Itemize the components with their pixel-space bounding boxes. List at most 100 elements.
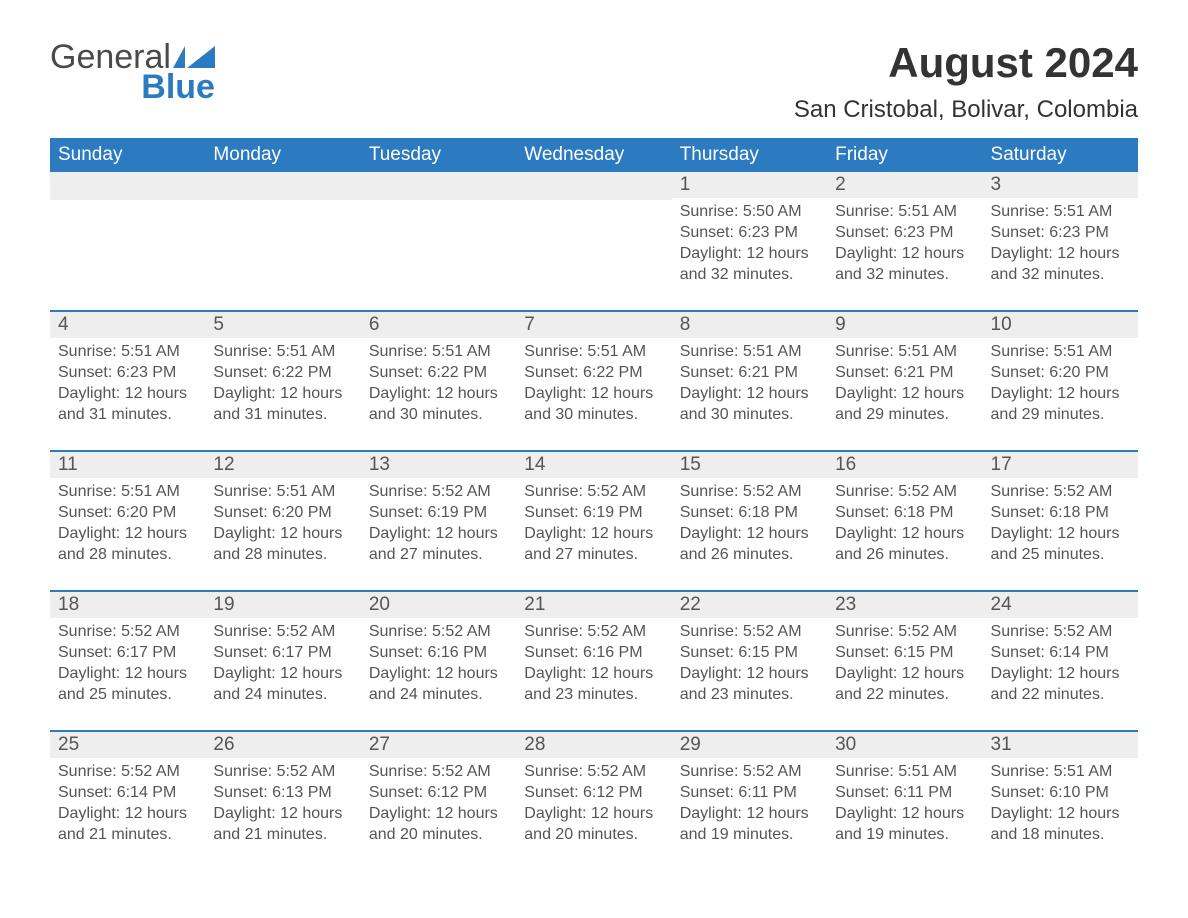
day-body: Sunrise: 5:51 AMSunset: 6:22 PMDaylight:… — [361, 338, 516, 425]
day-body: Sunrise: 5:52 AMSunset: 6:16 PMDaylight:… — [361, 618, 516, 705]
day-sunrise: Sunrise: 5:50 AM — [680, 202, 819, 223]
day-body: Sunrise: 5:52 AMSunset: 6:17 PMDaylight:… — [50, 618, 205, 705]
day-daylight1: Daylight: 12 hours — [680, 384, 819, 405]
month-title: August 2024 — [794, 40, 1138, 86]
day-number — [50, 172, 205, 200]
calendar-week: 11Sunrise: 5:51 AMSunset: 6:20 PMDayligh… — [50, 450, 1138, 572]
day-daylight1: Daylight: 12 hours — [524, 664, 663, 685]
weekday-monday: Monday — [205, 138, 360, 172]
day-daylight2: and 21 minutes. — [58, 825, 197, 846]
calendar-day: 20Sunrise: 5:52 AMSunset: 6:16 PMDayligh… — [361, 592, 516, 712]
day-daylight1: Daylight: 12 hours — [524, 524, 663, 545]
calendar-day: 27Sunrise: 5:52 AMSunset: 6:12 PMDayligh… — [361, 732, 516, 852]
calendar-day: 10Sunrise: 5:51 AMSunset: 6:20 PMDayligh… — [983, 312, 1138, 432]
calendar-week: 1Sunrise: 5:50 AMSunset: 6:23 PMDaylight… — [50, 172, 1138, 292]
weekday-wednesday: Wednesday — [516, 138, 671, 172]
calendar-day: 12Sunrise: 5:51 AMSunset: 6:20 PMDayligh… — [205, 452, 360, 572]
calendar-day: 16Sunrise: 5:52 AMSunset: 6:18 PMDayligh… — [827, 452, 982, 572]
day-number-text: 25 — [58, 734, 79, 755]
day-sunset: Sunset: 6:14 PM — [991, 643, 1130, 664]
day-number-text: 12 — [213, 454, 234, 475]
day-number: 23 — [827, 592, 982, 618]
day-number: 21 — [516, 592, 671, 618]
day-number-text: 26 — [213, 734, 234, 755]
day-sunrise: Sunrise: 5:52 AM — [524, 762, 663, 783]
day-body: Sunrise: 5:52 AMSunset: 6:15 PMDaylight:… — [672, 618, 827, 705]
day-body: Sunrise: 5:52 AMSunset: 6:18 PMDaylight:… — [827, 478, 982, 565]
day-sunset: Sunset: 6:21 PM — [835, 363, 974, 384]
calendar-day: 9Sunrise: 5:51 AMSunset: 6:21 PMDaylight… — [827, 312, 982, 432]
calendar-day — [50, 172, 205, 292]
location: San Cristobal, Bolivar, Colombia — [794, 96, 1138, 124]
day-sunset: Sunset: 6:22 PM — [369, 363, 508, 384]
day-body: Sunrise: 5:51 AMSunset: 6:23 PMDaylight:… — [983, 198, 1138, 285]
day-sunrise: Sunrise: 5:51 AM — [213, 482, 352, 503]
day-sunset: Sunset: 6:16 PM — [524, 643, 663, 664]
day-daylight2: and 25 minutes. — [991, 545, 1130, 566]
day-number — [361, 172, 516, 200]
day-sunrise: Sunrise: 5:52 AM — [369, 622, 508, 643]
day-daylight2: and 32 minutes. — [835, 265, 974, 286]
day-number: 17 — [983, 452, 1138, 478]
day-number: 8 — [672, 312, 827, 338]
day-sunset: Sunset: 6:16 PM — [369, 643, 508, 664]
day-daylight2: and 23 minutes. — [524, 685, 663, 706]
calendar-day: 8Sunrise: 5:51 AMSunset: 6:21 PMDaylight… — [672, 312, 827, 432]
day-sunrise: Sunrise: 5:52 AM — [369, 482, 508, 503]
day-daylight2: and 32 minutes. — [680, 265, 819, 286]
day-sunset: Sunset: 6:18 PM — [991, 503, 1130, 524]
day-daylight1: Daylight: 12 hours — [991, 244, 1130, 265]
day-number: 20 — [361, 592, 516, 618]
day-number: 9 — [827, 312, 982, 338]
day-sunrise: Sunrise: 5:51 AM — [58, 482, 197, 503]
day-daylight1: Daylight: 12 hours — [524, 804, 663, 825]
day-sunset: Sunset: 6:20 PM — [213, 503, 352, 524]
day-sunrise: Sunrise: 5:51 AM — [991, 342, 1130, 363]
day-number-text: 4 — [58, 314, 69, 335]
day-sunrise: Sunrise: 5:52 AM — [680, 482, 819, 503]
calendar-day: 13Sunrise: 5:52 AMSunset: 6:19 PMDayligh… — [361, 452, 516, 572]
day-daylight2: and 23 minutes. — [680, 685, 819, 706]
day-sunset: Sunset: 6:14 PM — [58, 783, 197, 804]
day-number-text: 30 — [835, 734, 856, 755]
day-body: Sunrise: 5:51 AMSunset: 6:22 PMDaylight:… — [205, 338, 360, 425]
weekday-friday: Friday — [827, 138, 982, 172]
calendar-day: 25 Sunrise: 5:52 AMSunset: 6:14 PMDayligh… — [50, 732, 205, 852]
day-daylight2: and 26 minutes. — [680, 545, 819, 566]
day-daylight1: Daylight: 12 hours — [58, 384, 197, 405]
day-sunrise: Sunrise: 5:51 AM — [524, 342, 663, 363]
day-number: 27 — [361, 732, 516, 758]
calendar: Sunday Monday Tuesday Wednesday Thursday… — [50, 138, 1138, 852]
calendar-day: 24Sunrise: 5:52 AMSunset: 6:14 PMDayligh… — [983, 592, 1138, 712]
weekday-header-row: Sunday Monday Tuesday Wednesday Thursday… — [50, 138, 1138, 172]
day-number: 3 — [983, 172, 1138, 198]
day-daylight1: Daylight: 12 hours — [835, 664, 974, 685]
day-daylight1: Daylight: 12 hours — [991, 804, 1130, 825]
day-body: Sunrise: 5:52 AMSunset: 6:18 PMDaylight:… — [672, 478, 827, 565]
title-block: August 2024 San Cristobal, Bolivar, Colo… — [794, 40, 1138, 138]
day-number-text: 6 — [369, 314, 380, 335]
day-daylight1: Daylight: 12 hours — [369, 804, 508, 825]
day-number — [516, 172, 671, 200]
day-number-text: 13 — [369, 454, 390, 475]
day-daylight2: and 31 minutes. — [58, 405, 197, 426]
weekday-thursday: Thursday — [672, 138, 827, 172]
day-daylight2: and 20 minutes. — [524, 825, 663, 846]
day-body: Sunrise: 5:52 AMSunset: 6:14 PMDaylight:… — [50, 758, 205, 845]
day-sunset: Sunset: 6:18 PM — [680, 503, 819, 524]
day-body: Sunrise: 5:52 AMSunset: 6:19 PMDaylight:… — [516, 478, 671, 565]
day-sunrise: Sunrise: 5:52 AM — [213, 622, 352, 643]
day-number: 15 — [672, 452, 827, 478]
calendar-weeks: 1Sunrise: 5:50 AMSunset: 6:23 PMDaylight… — [50, 172, 1138, 852]
day-number-text: 22 — [680, 594, 701, 615]
day-number-text: 8 — [680, 314, 691, 335]
day-sunrise: Sunrise: 5:51 AM — [991, 762, 1130, 783]
day-sunset: Sunset: 6:23 PM — [991, 223, 1130, 244]
calendar-day — [516, 172, 671, 292]
day-daylight2: and 29 minutes. — [835, 405, 974, 426]
day-daylight2: and 26 minutes. — [835, 545, 974, 566]
calendar-day: 17Sunrise: 5:52 AMSunset: 6:18 PMDayligh… — [983, 452, 1138, 572]
day-number-text: 14 — [524, 454, 545, 475]
day-sunset: Sunset: 6:13 PM — [213, 783, 352, 804]
day-body: Sunrise: 5:52 AMSunset: 6:12 PMDaylight:… — [516, 758, 671, 845]
